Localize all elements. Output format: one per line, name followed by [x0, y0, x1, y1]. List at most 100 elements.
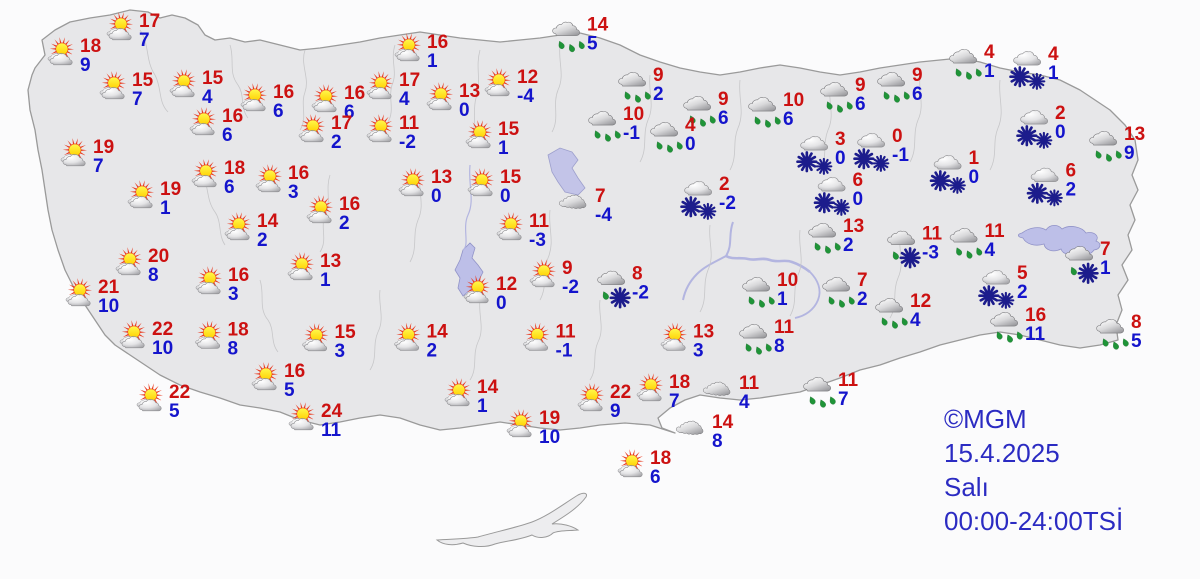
svg-text:8: 8 — [148, 265, 159, 286]
svg-text:5: 5 — [169, 401, 180, 422]
svg-text:9: 9 — [562, 258, 573, 279]
svg-text:4: 4 — [985, 240, 996, 261]
svg-text:2: 2 — [339, 213, 350, 234]
svg-text:0: 0 — [1055, 122, 1066, 143]
svg-text:-1: -1 — [556, 341, 573, 362]
svg-text:10: 10 — [783, 90, 804, 111]
svg-text:16: 16 — [344, 83, 365, 104]
svg-text:14: 14 — [427, 322, 449, 343]
svg-text:12: 12 — [517, 67, 538, 88]
svg-text:16: 16 — [427, 32, 448, 53]
svg-text:9: 9 — [912, 65, 923, 86]
svg-text:2: 2 — [857, 289, 868, 310]
svg-text:0: 0 — [835, 148, 846, 169]
svg-text:6: 6 — [650, 467, 661, 488]
svg-text:7: 7 — [595, 186, 606, 207]
svg-text:2: 2 — [843, 235, 854, 256]
svg-text:-2: -2 — [562, 277, 579, 298]
svg-text:0: 0 — [853, 189, 864, 210]
svg-text:11: 11 — [529, 211, 550, 232]
svg-text:0: 0 — [496, 293, 507, 314]
svg-text:22: 22 — [169, 382, 190, 403]
svg-text:3: 3 — [228, 284, 239, 305]
svg-text:11: 11 — [399, 113, 420, 134]
svg-text:10: 10 — [98, 296, 119, 317]
svg-text:16: 16 — [273, 82, 294, 103]
svg-text:2: 2 — [1066, 180, 1077, 201]
svg-text:-2: -2 — [399, 132, 416, 153]
svg-text:22: 22 — [152, 319, 173, 340]
svg-text:4: 4 — [984, 42, 995, 63]
svg-text:7: 7 — [93, 156, 104, 177]
svg-text:3: 3 — [693, 341, 704, 362]
svg-text:2: 2 — [257, 230, 268, 251]
svg-text:-3: -3 — [922, 243, 939, 264]
svg-text:10: 10 — [539, 427, 560, 448]
svg-text:6: 6 — [224, 177, 235, 198]
svg-text:11: 11 — [838, 370, 859, 391]
svg-text:15: 15 — [335, 322, 357, 343]
svg-text:4: 4 — [1048, 44, 1059, 65]
svg-text:1: 1 — [1100, 258, 1111, 279]
svg-text:10: 10 — [623, 104, 644, 125]
svg-text:11: 11 — [1025, 324, 1046, 345]
svg-text:-2: -2 — [632, 283, 649, 304]
svg-text:18: 18 — [228, 320, 249, 341]
svg-text:21: 21 — [98, 277, 120, 298]
svg-text:0: 0 — [892, 126, 903, 147]
svg-text:15: 15 — [498, 119, 520, 140]
svg-text:1: 1 — [477, 396, 488, 417]
svg-text:1: 1 — [320, 270, 331, 291]
svg-text:19: 19 — [93, 137, 114, 158]
svg-text:0: 0 — [500, 186, 511, 207]
svg-text:1: 1 — [1048, 63, 1059, 84]
svg-text:6: 6 — [853, 170, 864, 191]
svg-text:11: 11 — [556, 322, 577, 343]
svg-text:1: 1 — [984, 61, 995, 82]
svg-text:1: 1 — [498, 138, 509, 159]
svg-text:8: 8 — [712, 431, 723, 452]
svg-text:-1: -1 — [623, 123, 640, 144]
svg-text:15.4.2025: 15.4.2025 — [944, 438, 1060, 468]
svg-text:8: 8 — [228, 339, 239, 360]
svg-text:2: 2 — [427, 341, 438, 362]
svg-text:6: 6 — [855, 94, 866, 115]
svg-text:16: 16 — [228, 265, 249, 286]
svg-text:9: 9 — [80, 55, 91, 76]
svg-text:7: 7 — [139, 30, 150, 51]
svg-text:14: 14 — [587, 15, 609, 36]
svg-text:10: 10 — [152, 338, 173, 359]
svg-text:2: 2 — [331, 132, 342, 153]
svg-text:0: 0 — [459, 100, 470, 121]
svg-text:9: 9 — [1124, 143, 1135, 164]
svg-text:3: 3 — [835, 129, 846, 150]
svg-text:7: 7 — [857, 270, 868, 291]
svg-text:2: 2 — [719, 174, 730, 195]
svg-text:17: 17 — [139, 11, 160, 32]
svg-text:16: 16 — [284, 361, 305, 382]
svg-text:0: 0 — [431, 186, 442, 207]
svg-text:4: 4 — [685, 115, 696, 136]
svg-text:6: 6 — [783, 109, 794, 130]
svg-text:13: 13 — [693, 322, 714, 343]
svg-text:-4: -4 — [595, 205, 612, 226]
svg-text:14: 14 — [477, 377, 499, 398]
svg-text:9: 9 — [610, 401, 621, 422]
svg-text:2: 2 — [653, 84, 664, 105]
svg-text:7: 7 — [1100, 239, 1111, 260]
svg-text:7: 7 — [838, 389, 849, 410]
svg-text:16: 16 — [222, 106, 243, 127]
svg-text:6: 6 — [222, 125, 233, 146]
svg-text:13: 13 — [1124, 124, 1145, 145]
svg-text:14: 14 — [712, 412, 734, 433]
svg-text:11: 11 — [985, 221, 1006, 242]
svg-text:15: 15 — [132, 70, 154, 91]
svg-text:14: 14 — [257, 211, 279, 232]
svg-text:17: 17 — [331, 113, 352, 134]
svg-text:9: 9 — [653, 65, 664, 86]
svg-text:1: 1 — [160, 198, 171, 219]
svg-text:6: 6 — [912, 84, 923, 105]
svg-text:11: 11 — [774, 317, 795, 338]
svg-text:22: 22 — [610, 382, 631, 403]
svg-text:00:00-24:00TSİ: 00:00-24:00TSİ — [944, 506, 1123, 536]
